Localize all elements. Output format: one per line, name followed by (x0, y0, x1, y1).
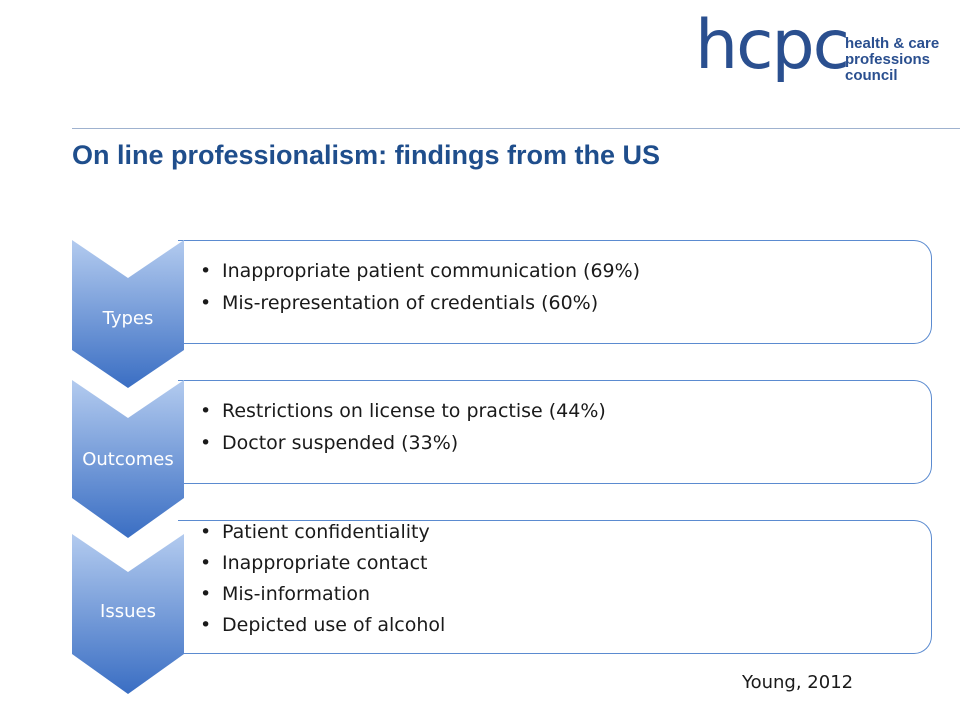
slide-title: On line professionalism: findings from t… (72, 140, 661, 170)
section-types-label: Types (102, 308, 154, 329)
section-outcomes-chevron (72, 380, 184, 538)
citation: Young, 2012 (742, 672, 854, 693)
hcpc-logo: hcpc health & care professions council (695, 12, 939, 106)
section-issues-label: Issues (100, 601, 156, 622)
logo-tagline-line: professions (845, 51, 931, 68)
section-issues-list: Patient confidentiality Inappropriate co… (200, 521, 445, 636)
list-item: Mis-information (200, 583, 445, 605)
header-divider (72, 128, 960, 129)
list-item: Inappropriate contact (200, 552, 445, 574)
list-item: Inappropriate patient communication (69%… (200, 260, 640, 282)
logo-tagline-line: health & care (845, 35, 940, 52)
logo-tagline: health & care professions council (845, 36, 939, 84)
list-item: Depicted use of alcohol (200, 614, 445, 636)
section-types-list: Inappropriate patient communication (69%… (200, 260, 640, 314)
list-item: Restrictions on license to practise (44%… (200, 400, 606, 422)
section-outcomes-list: Restrictions on license to practise (44%… (200, 400, 606, 454)
logo-tagline-line: council (845, 67, 898, 84)
section-outcomes-label: Outcomes (82, 449, 174, 470)
logo-wordmark: hcpc (695, 6, 850, 85)
list-item: Doctor suspended (33%) (200, 432, 606, 454)
section-types-chevron (72, 240, 184, 388)
list-item: Patient confidentiality (200, 521, 445, 543)
list-item: Mis-representation of credentials (60%) (200, 292, 640, 314)
section-issues-chevron (72, 534, 184, 694)
